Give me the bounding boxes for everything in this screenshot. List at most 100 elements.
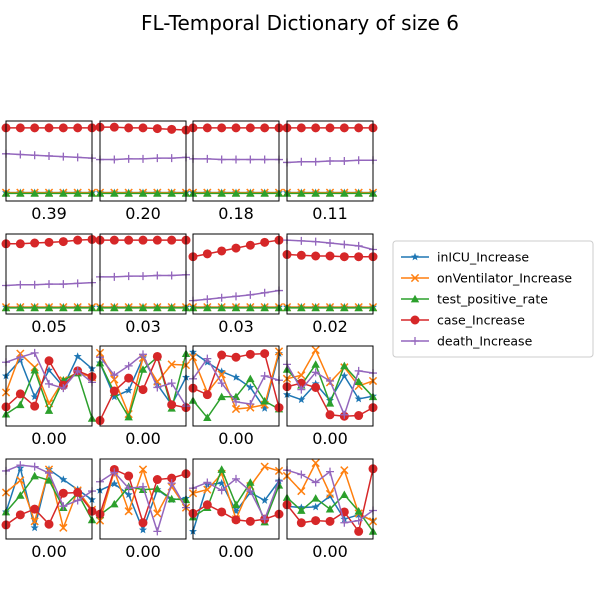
data-point-2-4 bbox=[246, 478, 255, 486]
data-point-4-1 bbox=[297, 470, 306, 479]
data-point-1-1 bbox=[297, 371, 306, 380]
legend-label-3: case_Increase bbox=[437, 313, 525, 328]
data-point-4-3 bbox=[139, 272, 147, 281]
data-point-4-1 bbox=[203, 154, 212, 163]
data-point-3-2 bbox=[311, 382, 321, 392]
panel-frame bbox=[99, 345, 187, 427]
panel-weight-label: 0.00 bbox=[125, 429, 161, 448]
legend-entry: test_positive_rate bbox=[401, 292, 548, 307]
data-point-4-4 bbox=[153, 271, 162, 280]
data-point-2-5 bbox=[167, 303, 176, 312]
data-point-4-2 bbox=[124, 154, 133, 163]
data-point-3-1 bbox=[202, 249, 212, 259]
data-point-2-1 bbox=[203, 303, 212, 312]
data-point-0-5 bbox=[354, 394, 363, 403]
data-point-0-5 bbox=[73, 352, 82, 360]
data-point-2-4 bbox=[340, 189, 349, 197]
data-point-4-2 bbox=[124, 484, 133, 493]
data-point-1-2 bbox=[311, 345, 320, 355]
data-point-3-3 bbox=[231, 123, 241, 133]
data-point-3-2 bbox=[30, 401, 40, 411]
data-point-2-4 bbox=[153, 303, 162, 312]
data-point-3-2 bbox=[124, 373, 134, 383]
data-point-4-4 bbox=[246, 487, 255, 496]
data-point-2-1 bbox=[203, 189, 212, 197]
legend-marker-1 bbox=[410, 273, 420, 283]
data-point-4-5 bbox=[167, 271, 176, 280]
data-point-4-2 bbox=[124, 361, 133, 370]
panel-weight-label: 0.05 bbox=[31, 317, 67, 336]
data-point-3-1 bbox=[15, 239, 25, 249]
data-point-1-4 bbox=[153, 509, 162, 518]
data-point-0-4 bbox=[246, 383, 255, 391]
panel-frame bbox=[192, 458, 280, 540]
panel-weight-label: 0.11 bbox=[312, 204, 348, 223]
panel-4: 0.05 bbox=[1, 233, 97, 336]
legend: inICU_Increase onVentilator_Increase test_… bbox=[392, 240, 594, 358]
panel-frame bbox=[286, 345, 374, 427]
data-point-2-2 bbox=[30, 303, 39, 312]
data-point-3-3 bbox=[325, 251, 335, 261]
panel-weight-label: 0.00 bbox=[312, 429, 348, 448]
data-point-0-3 bbox=[232, 507, 240, 515]
data-point-4-5 bbox=[73, 366, 82, 375]
panel-3: 0.11 bbox=[282, 120, 378, 223]
data-point-0-1 bbox=[110, 392, 119, 401]
data-point-4-3 bbox=[45, 151, 53, 160]
data-point-2-5 bbox=[167, 189, 176, 197]
data-point-2-3 bbox=[325, 399, 335, 407]
panel-5: 0.03 bbox=[95, 233, 191, 336]
data-point-2-4 bbox=[59, 303, 68, 312]
data-point-3-5 bbox=[260, 237, 270, 247]
data-point-1-3 bbox=[138, 465, 148, 474]
panel-frame bbox=[286, 458, 374, 540]
data-point-3-1 bbox=[15, 123, 25, 133]
data-point-4-4 bbox=[153, 527, 162, 536]
data-point-2-4 bbox=[340, 361, 349, 370]
data-point-3-2 bbox=[124, 123, 134, 133]
data-point-4-5 bbox=[260, 515, 269, 524]
panel-frame bbox=[5, 345, 93, 427]
data-point-0-2 bbox=[30, 523, 39, 532]
data-point-2-1 bbox=[203, 413, 212, 422]
data-point-0-3 bbox=[326, 491, 334, 500]
panel-weight-label: 0.03 bbox=[125, 317, 161, 336]
legend-label-1: onVentilator_Increase bbox=[437, 271, 572, 286]
data-point-2-2 bbox=[30, 471, 39, 480]
data-point-3-4 bbox=[152, 351, 162, 361]
data-point-2-2 bbox=[311, 303, 320, 312]
data-point-2-3 bbox=[231, 189, 241, 197]
data-point-4-2 bbox=[124, 272, 133, 281]
data-point-2-5 bbox=[354, 189, 363, 197]
data-point-3-2 bbox=[30, 238, 40, 248]
data-point-2-5 bbox=[73, 303, 82, 312]
data-point-2-2 bbox=[124, 189, 133, 197]
data-point-3-1 bbox=[109, 386, 119, 396]
data-point-1-2 bbox=[124, 507, 133, 516]
panel-14: 0.00 bbox=[188, 458, 284, 561]
data-point-4-4 bbox=[59, 384, 68, 393]
data-point-1-1 bbox=[203, 485, 212, 494]
data-point-0-5 bbox=[260, 496, 269, 504]
data-point-3-4 bbox=[339, 252, 349, 262]
data-point-3-5 bbox=[354, 526, 364, 536]
data-point-2-4 bbox=[59, 189, 68, 197]
data-point-4-5 bbox=[354, 156, 363, 165]
data-point-4-3 bbox=[326, 157, 334, 165]
data-point-2-2 bbox=[124, 412, 133, 421]
data-point-2-2 bbox=[311, 494, 320, 502]
data-point-3-4 bbox=[245, 349, 255, 359]
panel-0: 0.39 bbox=[1, 120, 97, 223]
data-point-4-5 bbox=[167, 479, 176, 488]
data-point-3-1 bbox=[202, 390, 212, 400]
legend-label-0: inICU_Increase bbox=[437, 250, 529, 265]
data-point-2-5 bbox=[354, 303, 363, 312]
data-point-0-3 bbox=[232, 373, 240, 381]
data-point-3-3 bbox=[231, 352, 241, 362]
data-point-2-5 bbox=[354, 377, 363, 386]
data-point-3-3 bbox=[138, 235, 148, 245]
data-point-2-1 bbox=[297, 189, 306, 197]
data-point-2-5 bbox=[260, 189, 269, 197]
data-point-4-5 bbox=[73, 279, 82, 288]
data-point-4-1 bbox=[16, 353, 25, 362]
